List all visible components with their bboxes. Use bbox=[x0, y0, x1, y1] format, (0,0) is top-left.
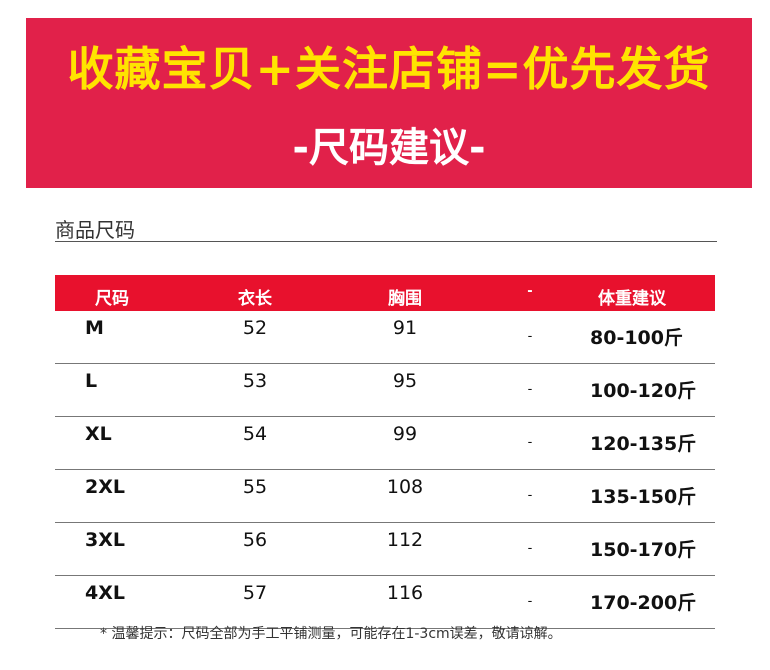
cell-weight: 80-100斤 bbox=[590, 327, 683, 349]
cell-size: XL bbox=[85, 423, 112, 445]
table-row: 2XL 55 108 - 135-150斤 bbox=[55, 470, 715, 523]
cell-length: 54 bbox=[242, 423, 268, 445]
cell-length: 56 bbox=[242, 529, 268, 551]
cell-size: 3XL bbox=[85, 529, 125, 551]
cell-weight: 150-170斤 bbox=[590, 539, 697, 561]
section-title: 商品尺码 bbox=[55, 218, 135, 242]
cell-length: 52 bbox=[242, 317, 268, 339]
cell-blank: - bbox=[527, 541, 533, 556]
cell-weight: 135-150斤 bbox=[590, 486, 697, 508]
cell-blank: - bbox=[527, 382, 533, 397]
table-row: XL 54 99 - 120-135斤 bbox=[55, 417, 715, 470]
header-weight: 体重建议 bbox=[598, 289, 666, 309]
cell-chest: 112 bbox=[386, 529, 424, 551]
size-table: 尺码 衣长 胸围 - 体重建议 M 52 91 - 80-100斤 L 53 9… bbox=[55, 275, 715, 629]
cell-blank: - bbox=[527, 435, 533, 450]
table-row: M 52 91 - 80-100斤 bbox=[55, 311, 715, 364]
header-size: 尺码 bbox=[95, 289, 129, 309]
cell-chest: 91 bbox=[392, 317, 418, 339]
cell-weight: 100-120斤 bbox=[590, 380, 697, 402]
cell-size: 2XL bbox=[85, 476, 125, 498]
cell-blank: - bbox=[527, 594, 533, 609]
section-divider bbox=[55, 241, 717, 242]
size-advice-title: -尺码建议- bbox=[292, 125, 486, 171]
cell-blank: - bbox=[527, 329, 533, 344]
header-length: 衣长 bbox=[238, 289, 272, 309]
cell-weight: 170-200斤 bbox=[590, 592, 697, 614]
cell-size: L bbox=[85, 370, 98, 392]
header-chest: 胸围 bbox=[388, 289, 422, 309]
cell-chest: 116 bbox=[386, 582, 424, 604]
cell-size: M bbox=[85, 317, 104, 339]
cell-length: 53 bbox=[242, 370, 268, 392]
table-row: L 53 95 - 100-120斤 bbox=[55, 364, 715, 417]
header-blank: - bbox=[527, 284, 533, 299]
cell-length: 55 bbox=[242, 476, 268, 498]
cell-size: 4XL bbox=[85, 582, 125, 604]
promo-banner: 收藏宝贝+关注店铺=优先发货 -尺码建议- bbox=[26, 18, 752, 188]
cell-chest: 99 bbox=[392, 423, 418, 445]
cell-chest: 95 bbox=[392, 370, 418, 392]
cell-blank: - bbox=[527, 488, 533, 503]
promo-headline: 收藏宝贝+关注店铺=优先发货 bbox=[67, 42, 711, 96]
table-row: 4XL 57 116 - 170-200斤 bbox=[55, 576, 715, 629]
cell-chest: 108 bbox=[386, 476, 424, 498]
table-header: 尺码 衣长 胸围 - 体重建议 bbox=[55, 275, 715, 311]
measurement-note: * 温馨提示：尺码全部为手工平铺测量，可能存在1-3cm误差，敬请谅解。 bbox=[100, 626, 562, 642]
cell-length: 57 bbox=[242, 582, 268, 604]
cell-weight: 120-135斤 bbox=[590, 433, 697, 455]
table-row: 3XL 56 112 - 150-170斤 bbox=[55, 523, 715, 576]
